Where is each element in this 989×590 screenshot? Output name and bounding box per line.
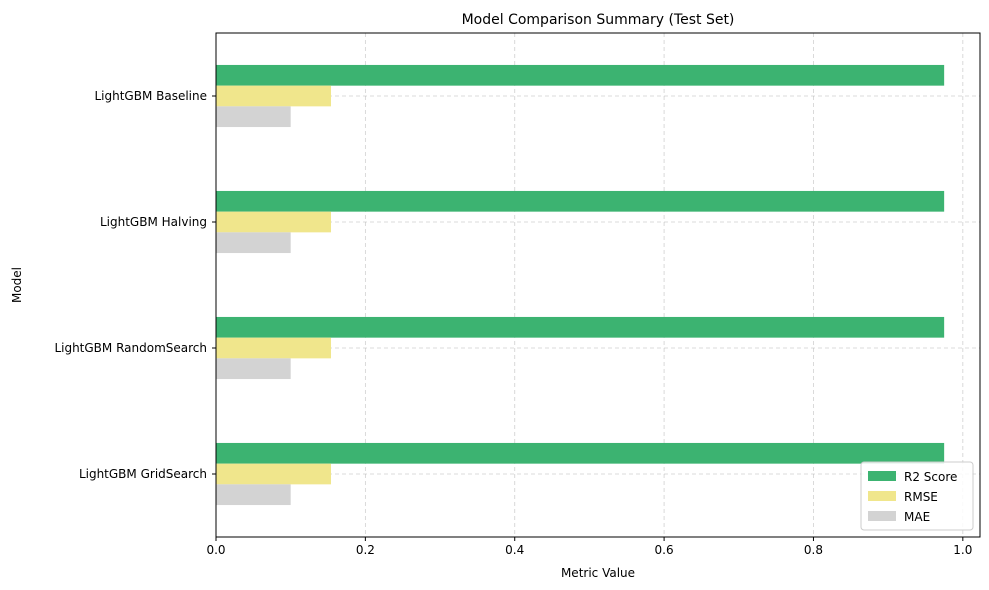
axis-ticks: 0.0 0.2 0.4 0.6 0.8 1.0 LightGBM GridSearch Lig…: [54, 89, 972, 557]
x-tick-label: 0.0: [206, 543, 225, 557]
x-tick-label: 0.2: [356, 543, 375, 557]
bar-rmse: [216, 211, 332, 233]
y-axis-title: Model: [10, 267, 24, 303]
x-axis-title: Metric Value: [561, 566, 635, 580]
bar-r2-score: [216, 190, 945, 212]
grid-lines: [215, 33, 980, 537]
legend-label: R2 Score: [904, 470, 957, 484]
bar-mae: [216, 232, 291, 254]
legend-swatch: [868, 511, 896, 521]
bar-rmse: [216, 337, 332, 359]
bar-r2-score: [216, 64, 945, 86]
bars: [216, 64, 945, 506]
bar-mae: [216, 484, 291, 506]
y-tick-label: LightGBM GridSearch: [79, 467, 207, 481]
legend: R2 Score RMSE MAE: [860, 461, 974, 531]
bar-r2-score: [216, 316, 945, 338]
chart-title: Model Comparison Summary (Test Set): [462, 12, 735, 28]
bar-rmse: [216, 85, 332, 107]
legend-swatch: [868, 471, 896, 481]
y-tick-label: LightGBM RandomSearch: [54, 341, 207, 355]
x-tick-label: 0.6: [655, 543, 674, 557]
legend-swatch: [868, 491, 896, 501]
bar-r2-score: [216, 442, 945, 464]
x-tick-label: 1.0: [953, 543, 972, 557]
bar-mae: [216, 358, 291, 380]
legend-label: MAE: [904, 510, 930, 524]
y-tick-label: LightGBM Baseline: [94, 89, 207, 103]
y-tick-label: LightGBM Halving: [100, 215, 207, 229]
legend-label: RMSE: [904, 490, 938, 504]
x-tick-label: 0.8: [804, 543, 823, 557]
plot-frame: [215, 32, 981, 538]
bar-mae: [216, 106, 291, 128]
x-tick-label: 0.4: [505, 543, 524, 557]
bar-rmse: [216, 463, 332, 485]
